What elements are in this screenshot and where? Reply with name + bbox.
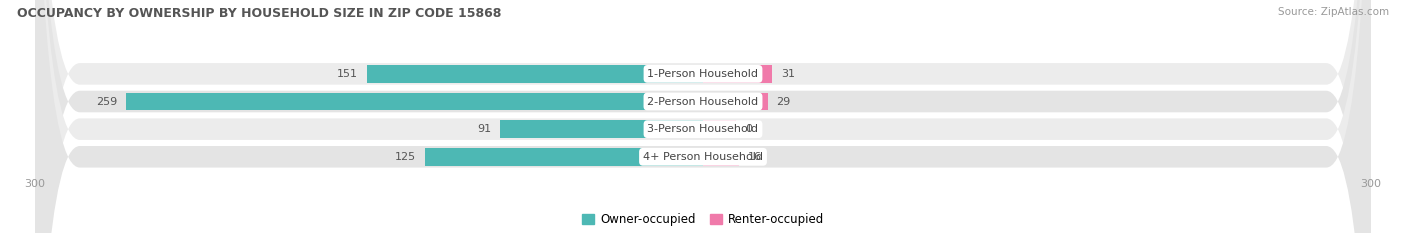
Text: 31: 31 xyxy=(780,69,794,79)
Bar xyxy=(703,93,768,110)
Bar xyxy=(703,120,737,138)
Text: 1-Person Household: 1-Person Household xyxy=(648,69,758,79)
Text: 2-Person Household: 2-Person Household xyxy=(647,96,759,106)
FancyBboxPatch shape xyxy=(35,0,1371,233)
Bar xyxy=(703,148,738,166)
FancyBboxPatch shape xyxy=(35,0,1371,233)
Bar xyxy=(425,148,703,166)
Text: Source: ZipAtlas.com: Source: ZipAtlas.com xyxy=(1278,7,1389,17)
Text: 125: 125 xyxy=(395,152,416,162)
Text: OCCUPANCY BY OWNERSHIP BY HOUSEHOLD SIZE IN ZIP CODE 15868: OCCUPANCY BY OWNERSHIP BY HOUSEHOLD SIZE… xyxy=(17,7,502,20)
Bar xyxy=(703,65,772,83)
Legend: Owner-occupied, Renter-occupied: Owner-occupied, Renter-occupied xyxy=(578,208,828,231)
Text: 3-Person Household: 3-Person Household xyxy=(648,124,758,134)
Text: 151: 151 xyxy=(337,69,359,79)
Text: 0: 0 xyxy=(745,124,752,134)
Bar xyxy=(501,120,703,138)
Bar xyxy=(127,93,703,110)
FancyBboxPatch shape xyxy=(35,0,1371,233)
Text: 259: 259 xyxy=(96,96,118,106)
Text: 91: 91 xyxy=(478,124,492,134)
Text: 4+ Person Household: 4+ Person Household xyxy=(643,152,763,162)
Text: 29: 29 xyxy=(776,96,790,106)
Text: 16: 16 xyxy=(748,152,762,162)
Bar xyxy=(367,65,703,83)
FancyBboxPatch shape xyxy=(35,0,1371,233)
